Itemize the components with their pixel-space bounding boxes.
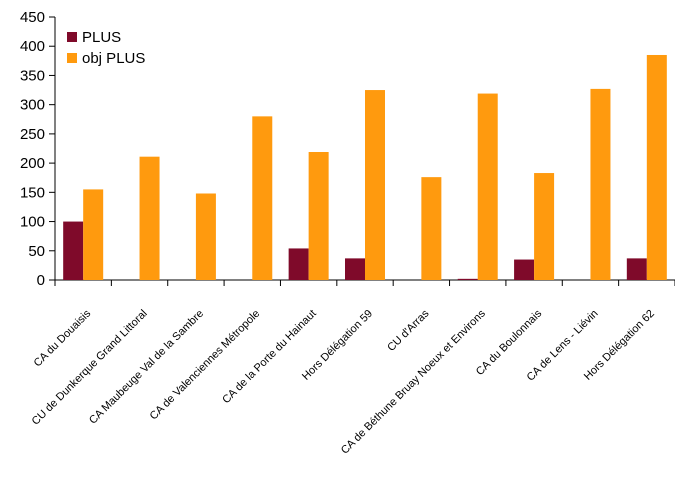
bar-obj-plus [534,173,555,280]
x-tick-label: CA de Valenciennes Métropole [148,308,263,423]
bar-obj-plus [421,177,442,280]
bar-obj-plus [365,90,385,280]
bar-plus [63,221,84,280]
y-tick-label: 0 [37,272,45,289]
bar-obj-plus [308,152,329,280]
bar-plus [457,278,478,280]
y-tick-label: 200 [20,155,45,172]
bar-plus [345,258,365,280]
y-tick-labels: 0 50 100 150 200 250 300 350 400 450 [20,9,45,289]
y-tick-label: 350 [20,67,45,84]
bar-plus [626,258,647,280]
y-tick-label: 450 [20,9,45,26]
y-tick-label: 100 [20,214,45,231]
x-tick-label: CA du Douaisis [32,307,94,369]
legend-swatch [67,32,77,42]
y-tick-label: 300 [20,97,45,114]
x-tick-label: CU de Dunkerque Grand Littoral [30,308,150,428]
x-tick-label: CA Maubeuge Val de la Sambre [87,308,206,427]
bar-obj-plus [477,93,498,280]
legend-label: PLUS [82,29,121,46]
bar-obj-plus [195,193,216,280]
x-tick-label: CA de la Porte du Hainaut [220,308,318,406]
legend-swatch [67,53,77,63]
bar-obj-plus [646,54,667,280]
legend: PLUS obj PLUS [67,29,145,67]
y-tick-label: 150 [20,184,45,201]
bar-plus [288,248,309,280]
bar-obj-plus [590,88,611,281]
bar-obj-plus [139,156,160,280]
bar-plus [514,259,535,280]
bar-obj-plus [252,116,273,280]
x-tick-label: CU d'Arras [385,307,432,354]
y-tick-label: 250 [20,126,45,143]
bars [63,54,667,281]
y-tick-label: 400 [20,38,45,55]
y-tick-label: 50 [28,243,45,260]
legend-label: obj PLUS [82,50,145,67]
bar-obj-plus [83,189,104,280]
